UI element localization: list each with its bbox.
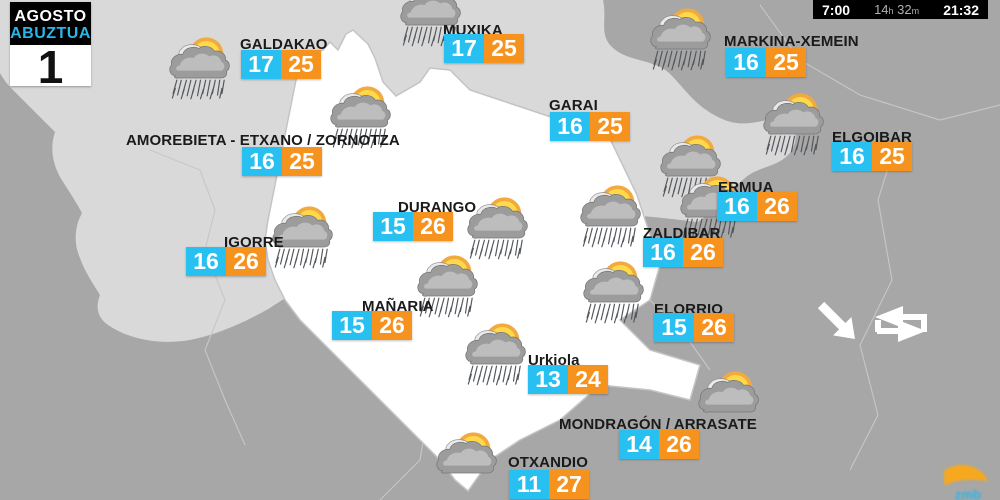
svg-text:zmb: zmb: [955, 487, 981, 500]
